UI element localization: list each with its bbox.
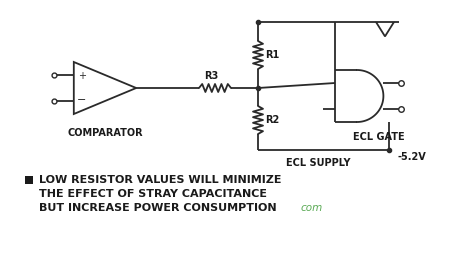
Text: THE EFFECT OF STRAY CAPACITANCE: THE EFFECT OF STRAY CAPACITANCE [39, 189, 267, 199]
Text: R3: R3 [204, 71, 218, 81]
Text: ECL GATE: ECL GATE [353, 132, 404, 142]
Text: R2: R2 [265, 115, 279, 125]
Text: ECL SUPPLY: ECL SUPPLY [286, 158, 351, 168]
Text: -5.2V: -5.2V [397, 152, 426, 162]
Text: +: + [78, 71, 86, 81]
Bar [25, 176, 33, 184]
Text: −: − [77, 95, 87, 105]
Text: LOW RESISTOR VALUES WILL MINIMIZE: LOW RESISTOR VALUES WILL MINIMIZE [39, 175, 281, 185]
Text: COMPARATOR: COMPARATOR [67, 128, 143, 138]
Text: BUT INCREASE POWER CONSUMPTION: BUT INCREASE POWER CONSUMPTION [39, 203, 276, 213]
Text: com: com [301, 203, 323, 213]
Text: R1: R1 [265, 50, 279, 60]
